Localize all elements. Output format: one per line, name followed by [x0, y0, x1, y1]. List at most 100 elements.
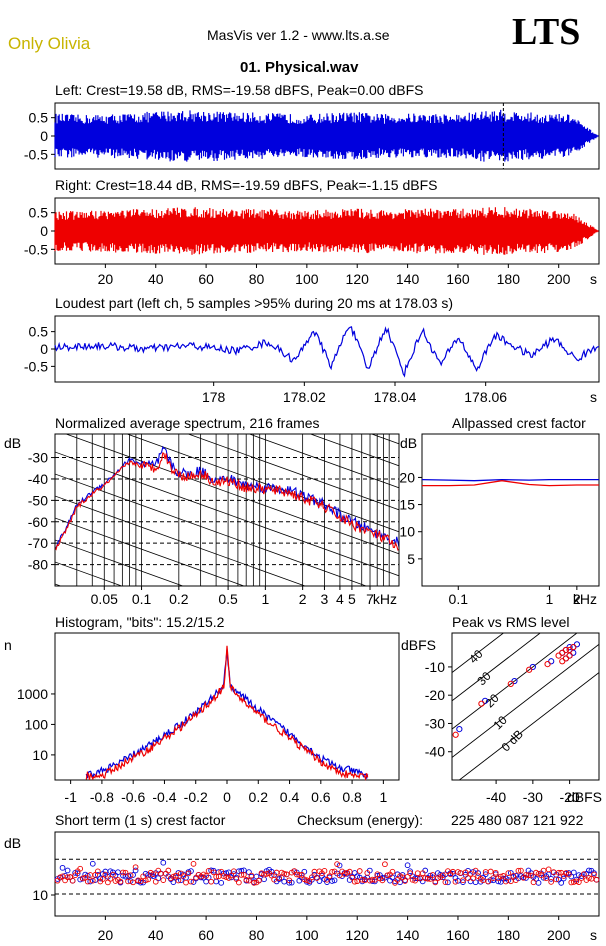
allpass-xtick-label: 1 — [546, 591, 554, 607]
crest-point — [508, 878, 514, 885]
spectrum-ytick-label: -70 — [28, 535, 48, 551]
crest-point — [344, 869, 350, 876]
right-xtick-label: 60 — [198, 271, 214, 287]
crest-point — [59, 864, 66, 871]
spectrum-xtick-label: 1 — [261, 591, 269, 607]
crest-point — [440, 872, 446, 879]
crest-point — [372, 877, 378, 883]
crest-point — [450, 870, 456, 877]
allpass-ylabel: dB — [400, 435, 417, 451]
peakrms-ytick-label: -20 — [425, 687, 445, 703]
peakrms-crest-line — [452, 633, 578, 730]
crest-point — [530, 879, 537, 886]
right-waveform-chart: 0.5 0 -0.5 20 40 60 80 100 120 140 160 180 200 s — [24, 197, 600, 287]
crest-point — [110, 871, 116, 878]
crest-point — [72, 872, 78, 879]
crest-point — [241, 867, 247, 874]
peakrms-title: Peak vs RMS level — [452, 614, 570, 630]
crest-point — [241, 871, 247, 878]
peakrms-point — [452, 731, 459, 738]
crest-point — [356, 868, 363, 874]
loudest-xtick-label: 178.06 — [464, 389, 507, 405]
crest-point — [135, 877, 141, 884]
crest-point — [64, 874, 71, 881]
spectrum-chart: dB-30-40-50-60-70-800.05 0.1 0.2 0.5 1 2 3 4 5 7k… — [4, 433, 400, 607]
crest-point — [555, 869, 562, 876]
crest-point — [432, 879, 439, 886]
crest-point — [424, 875, 431, 882]
loudest-ytick-label: 0 — [40, 341, 48, 357]
histogram-xtick-label: -1 — [64, 789, 77, 805]
crest-point — [132, 867, 139, 874]
crest-xtick-label: 100 — [295, 927, 319, 943]
crest-point — [570, 869, 577, 876]
loudest-ytick-label: 0.5 — [29, 324, 49, 340]
histogram-xtick-label: -0.8 — [90, 789, 114, 805]
crest-point — [407, 870, 413, 877]
crest-point — [301, 868, 308, 875]
crest-point — [364, 870, 371, 876]
crest-point — [89, 877, 96, 884]
crest-point — [455, 869, 461, 875]
crest-point — [132, 864, 139, 871]
right-xtick-label: 160 — [446, 271, 470, 287]
right-xtick-label: 200 — [547, 271, 571, 287]
histogram-series-line — [85, 645, 369, 781]
loudest-xunit: s — [590, 389, 597, 405]
crest-point — [160, 877, 167, 883]
crest-point — [100, 876, 106, 882]
crest-point — [160, 859, 167, 866]
spectrum-frame — [54, 433, 400, 587]
spectrum-slope-line — [55, 517, 246, 586]
crest-point — [248, 872, 255, 879]
spectrum-xtick-label: 5 — [348, 591, 356, 607]
histogram-ylabel: n — [4, 637, 12, 653]
crest-point — [77, 865, 84, 872]
crest-point — [560, 875, 567, 882]
spectrum-xtick-label: 0.2 — [169, 591, 189, 607]
crest-ytick-label: 10 — [32, 887, 48, 903]
crest-point — [79, 875, 86, 882]
peakrms-point — [507, 680, 514, 687]
crest-xtick-label: 160 — [446, 927, 470, 943]
crest-point — [236, 879, 242, 886]
peakrms-crest-line — [452, 643, 599, 758]
crest-point — [472, 867, 479, 874]
crest-point — [573, 878, 580, 885]
crest-point — [281, 878, 288, 885]
peakrms-frame — [451, 632, 600, 781]
allpass-xunit: kHz — [573, 591, 597, 607]
crest-point — [500, 873, 507, 879]
lts-logo: LTS — [512, 11, 581, 53]
crest-point — [183, 879, 189, 886]
spectrum-ytick-label: -30 — [28, 450, 48, 466]
crest-point — [223, 874, 230, 880]
crest-point — [331, 877, 338, 884]
spectrum-slope-line — [55, 495, 307, 586]
histogram-chart: n 1000 100 10 -1 -0.8 -0.6 -0.4 -0.2 0 0.2 0.4 0.6 0.… — [4, 632, 400, 805]
crest-point — [369, 876, 376, 883]
crest-point — [117, 878, 124, 885]
right-series-line — [54, 207, 599, 255]
left-ytick-label: -0.5 — [24, 146, 48, 162]
crest-point — [354, 878, 361, 885]
right-ytick-label: 0 — [40, 223, 48, 239]
peakrms-point — [526, 666, 533, 673]
crest-point — [518, 867, 524, 874]
crest-point — [349, 874, 356, 881]
spectrum-xtick-label: 0.1 — [132, 591, 152, 607]
histogram-xtick-label: 0.2 — [249, 789, 269, 805]
crest-point — [150, 871, 157, 878]
crest-point — [460, 879, 466, 885]
crest-point — [268, 872, 275, 879]
crest-point — [379, 877, 386, 884]
allpass-ytick-label: 10 — [399, 524, 415, 540]
left-title: Left: Crest=19.58 dB, RMS=-19.58 dBFS, P… — [55, 82, 424, 98]
crest-xtick-label: 180 — [497, 927, 521, 943]
histogram-xtick-label: 1 — [379, 789, 387, 805]
crest-point — [243, 877, 250, 883]
crest-point — [382, 861, 388, 868]
crest-frame — [54, 831, 600, 917]
crest-point — [460, 877, 466, 884]
